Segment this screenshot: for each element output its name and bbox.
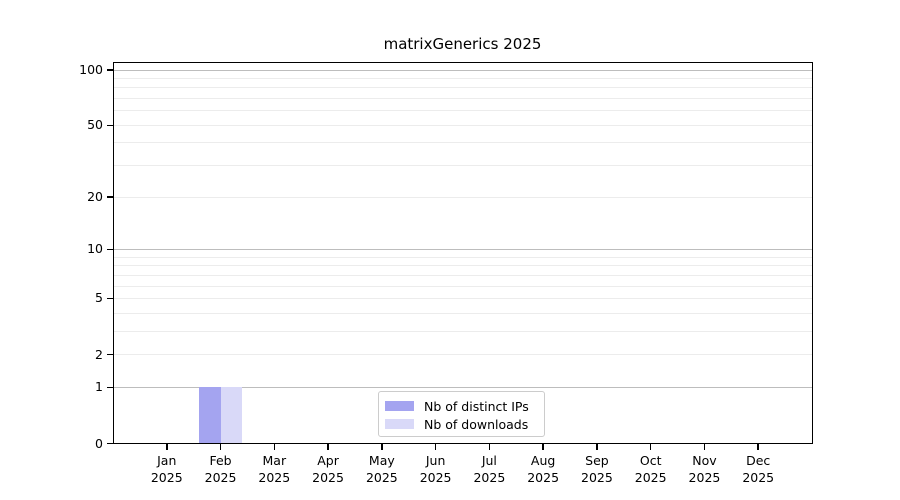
gridline-minor [113, 87, 812, 89]
x-tick-label-month: Dec [746, 452, 771, 468]
y-tick [106, 297, 113, 300]
gridline-minor [113, 142, 812, 144]
x-tick-label-year: 2025 [204, 469, 237, 485]
x-tick-label: Jul 2025 [449, 452, 529, 486]
x-tick-label: Feb 2025 [181, 452, 261, 486]
gridline-minor [113, 354, 812, 356]
x-tick-label: Sep 2025 [557, 452, 637, 486]
gridline-minor [113, 274, 812, 276]
x-tick-label: Jun 2025 [396, 452, 476, 486]
y-tick-label: 10 [87, 241, 103, 257]
x-tick-label: May 2025 [342, 452, 422, 486]
gridline-minor [113, 297, 812, 299]
legend-label-downloads: Nb of downloads [424, 416, 529, 432]
gridline-minor [113, 312, 812, 314]
gridline-major [113, 69, 812, 71]
x-tick-label-year: 2025 [312, 469, 344, 485]
x-tick-label-month: Sep [585, 452, 609, 468]
gridline-major [113, 248, 812, 250]
gridline-major [113, 386, 812, 388]
legend: Nb of distinct IPs Nb of downloads [378, 391, 545, 437]
x-tick [434, 443, 437, 450]
y-tick [106, 124, 113, 127]
x-tick-label-year: 2025 [150, 469, 183, 485]
x-tick-label-year: 2025 [419, 469, 452, 485]
x-tick-label-month: Jan [157, 452, 177, 468]
gridline-minor [113, 330, 812, 332]
gridline-minor [113, 265, 812, 267]
chart-title: matrixGenerics 2025 [383, 35, 542, 53]
x-tick-label: Dec 2025 [718, 452, 798, 486]
x-tick-label: Oct 2025 [611, 452, 691, 486]
x-tick-label-month: Feb [209, 452, 232, 468]
gridline-minor [113, 196, 812, 198]
x-tick [273, 443, 276, 450]
y-tick-label: 50 [87, 117, 103, 133]
gridline-minor [113, 165, 812, 167]
legend-swatch-distinct-ips [385, 401, 414, 411]
y-tick-label: 2 [95, 346, 103, 362]
x-tick-label-year: 2025 [365, 469, 398, 485]
gridline-minor [113, 256, 812, 258]
y-tick-label: 1 [95, 379, 103, 395]
y-tick [106, 248, 113, 251]
x-tick-label: Aug 2025 [503, 452, 583, 486]
x-tick-label: Jan 2025 [127, 452, 207, 486]
x-tick [327, 443, 329, 450]
x-tick [703, 443, 706, 450]
x-tick [219, 443, 222, 450]
x-tick-label-month: Mar [262, 452, 287, 468]
x-tick-label-year: 2025 [634, 469, 667, 485]
x-tick-label-year: 2025 [473, 469, 506, 485]
x-tick-label: Mar 2025 [234, 452, 314, 486]
gridline-minor [113, 285, 812, 287]
x-tick-label: Nov 2025 [664, 452, 744, 486]
legend-swatch-downloads [385, 419, 414, 429]
x-tick [542, 443, 544, 450]
y-tick-label: 100 [79, 62, 103, 77]
gridline-minor [113, 77, 812, 79]
legend-item-downloads: Nb of downloads [379, 415, 544, 433]
x-tick-label-year: 2025 [258, 469, 291, 485]
x-tick [757, 443, 759, 450]
y-tick [106, 69, 113, 71]
x-tick-label-year: 2025 [527, 469, 560, 485]
x-tick-label-month: Jun [425, 452, 446, 468]
bar-distinct-ips-feb [199, 387, 221, 444]
x-tick-label-year: 2025 [742, 469, 775, 485]
y-tick-label: 20 [87, 189, 103, 205]
gridline-minor [113, 124, 812, 126]
y-tick [106, 442, 113, 445]
x-tick-label-month: Oct [639, 452, 662, 468]
y-tick-label: 0 [95, 435, 103, 451]
x-tick [381, 443, 383, 450]
x-tick-label-year: 2025 [688, 469, 721, 485]
y-tick [106, 386, 113, 389]
x-tick-label-year: 2025 [581, 469, 613, 485]
y-tick-label: 5 [95, 290, 103, 306]
x-tick [166, 443, 168, 450]
x-tick-label-month: Nov [692, 452, 717, 468]
legend-item-distinct-ips: Nb of distinct IPs [379, 397, 544, 415]
gridline-minor [113, 98, 812, 100]
x-tick-label-month: Aug [530, 452, 556, 468]
x-tick [596, 443, 598, 450]
legend-label-distinct-ips: Nb of distinct IPs [424, 398, 529, 414]
y-tick [106, 196, 113, 198]
bar-downloads-feb [220, 387, 243, 444]
x-tick-label-month: Apr [317, 452, 339, 468]
x-tick [488, 443, 491, 450]
x-tick-label-month: May [368, 452, 395, 468]
gridline-minor [113, 110, 812, 112]
x-tick [649, 443, 652, 450]
x-tick-label: Apr 2025 [288, 452, 368, 486]
x-tick-label-month: Jul [481, 452, 497, 468]
y-tick [106, 353, 113, 356]
